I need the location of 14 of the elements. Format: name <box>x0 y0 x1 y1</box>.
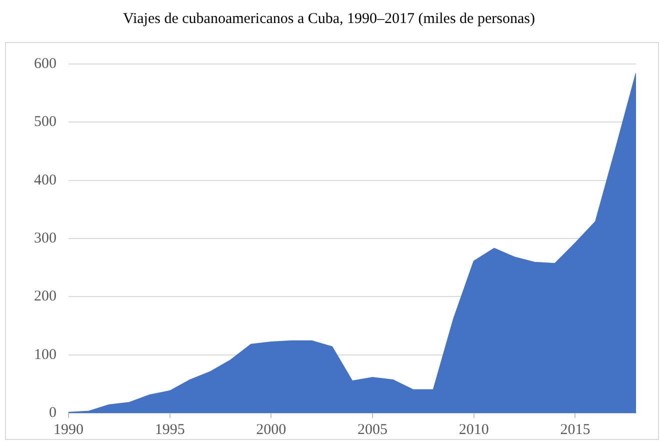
x-tick-label: 2015 <box>560 422 590 438</box>
x-tick-label: 2010 <box>458 422 489 438</box>
x-tick-label: 1995 <box>154 422 185 438</box>
y-tick-label: 300 <box>34 230 56 246</box>
y-tick-label: 400 <box>34 172 56 188</box>
chart-title: Viajes de cubanoamericanos a Cuba, 1990–2017 (miles de personas) <box>123 10 535 27</box>
y-tick-label: 600 <box>34 56 56 72</box>
y-tick-label: 100 <box>34 346 56 363</box>
x-tick-label: 1990 <box>54 422 84 438</box>
x-tick-label: 2000 <box>256 422 286 438</box>
y-tick-label: 500 <box>34 114 56 130</box>
y-tick-label: 200 <box>34 288 56 305</box>
y-tick-label: 0 <box>49 404 56 421</box>
x-tick-label: 2005 <box>358 422 388 438</box>
